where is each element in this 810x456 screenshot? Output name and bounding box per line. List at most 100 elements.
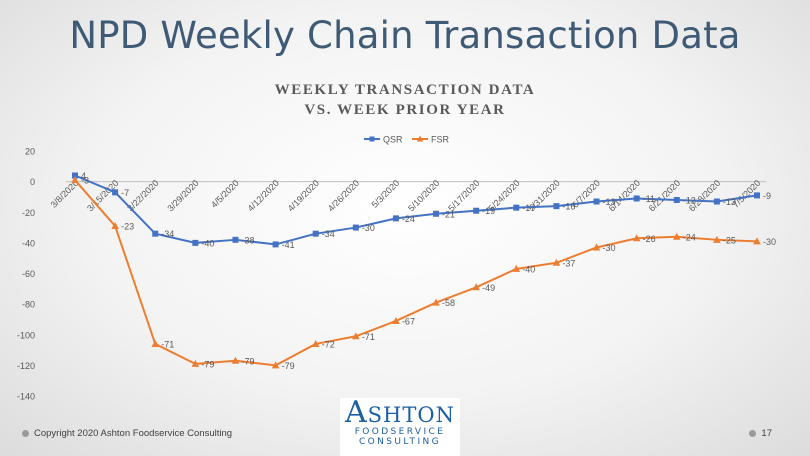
x-tick-label: 4/26/2020	[326, 178, 361, 213]
data-label-fsr: -30	[603, 243, 616, 253]
data-point-qsr	[192, 239, 199, 246]
data-point-qsr	[633, 195, 640, 202]
data-label-fsr: -26	[643, 234, 656, 244]
data-point-fsr	[191, 359, 200, 367]
x-tick-label: 3/15/2020	[85, 178, 120, 213]
y-tick-label: -140	[17, 392, 35, 402]
y-tick-label: -80	[22, 300, 35, 310]
data-label-qsr: -16	[562, 202, 575, 212]
y-tick-label: 20	[25, 147, 35, 157]
data-point-qsr	[513, 204, 520, 211]
ashton-logo: ASHTON FOODSERVICE CONSULTING	[340, 398, 460, 456]
data-label-qsr: -41	[282, 240, 295, 250]
data-point-qsr	[352, 224, 359, 231]
data-point-qsr	[433, 210, 440, 217]
data-point-qsr	[673, 197, 680, 203]
data-point-fsr	[352, 332, 360, 340]
data-label-fsr: -25	[723, 235, 736, 245]
legend-marker-qsr	[369, 136, 375, 142]
footer-copyright: Copyright 2020 Ashton Foodservice Consul…	[34, 428, 233, 439]
data-point-qsr	[72, 172, 78, 179]
bullet-dot-icon	[22, 430, 29, 437]
data-point-qsr	[754, 192, 760, 199]
data-point-fsr	[71, 176, 79, 184]
y-tick-label: 0	[30, 177, 35, 187]
data-label-fsr: -30	[763, 237, 776, 247]
y-tick-label: -20	[22, 208, 35, 218]
data-label-qsr: -34	[322, 229, 335, 239]
logo-line2: CONSULTING	[358, 437, 442, 447]
data-point-qsr	[713, 198, 720, 205]
data-label-fsr: -37	[562, 258, 575, 268]
data-label-qsr: -19	[482, 206, 495, 216]
legend-label-qsr: QSR	[383, 135, 403, 145]
data-label-qsr: -13	[603, 197, 616, 207]
chart-title-line1: WEEKLY TRANSACTION DATA	[274, 82, 536, 98]
data-point-fsr	[111, 222, 119, 230]
data-point-fsr	[271, 361, 280, 369]
data-point-fsr	[472, 283, 480, 291]
data-point-fsr	[432, 298, 440, 306]
data-point-fsr	[231, 356, 240, 364]
page-number: 17	[749, 428, 772, 439]
data-point-qsr	[272, 241, 279, 248]
page-number-text: 17	[761, 428, 772, 439]
data-point-qsr	[112, 189, 119, 196]
logo-wordmark: ASHTON	[340, 398, 460, 428]
data-label-fsr: -67	[402, 316, 415, 326]
legend-label-fsr: FSR	[431, 135, 450, 145]
data-point-fsr	[753, 237, 761, 245]
data-label-qsr: -38	[241, 235, 254, 245]
data-label-qsr: -21	[442, 209, 455, 219]
x-tick-label: 4/5/2020	[209, 178, 241, 210]
series-line-qsr	[74, 174, 758, 246]
chart-title: WEEKLY TRANSACTION DATA VS. WEEK PRIOR Y…	[0, 80, 810, 120]
data-point-qsr	[232, 236, 239, 243]
x-tick-label: 3/29/2020	[165, 178, 200, 213]
data-label-qsr: -7	[121, 188, 129, 198]
x-tick-label: 5/10/2020	[406, 178, 441, 213]
data-point-qsr	[152, 230, 159, 237]
data-label-fsr: -79	[282, 361, 295, 371]
data-point-fsr	[512, 264, 521, 272]
data-label-fsr: -49	[482, 283, 495, 293]
data-point-qsr	[593, 198, 600, 205]
logo-initial: A	[345, 395, 368, 430]
chart-title-line2: VS. WEEK PRIOR YEAR	[304, 102, 506, 118]
data-label-fsr: -71	[362, 332, 375, 342]
data-point-fsr	[672, 232, 681, 240]
data-label-qsr: -24	[402, 214, 415, 224]
data-label-qsr: -30	[362, 223, 375, 233]
data-label-fsr: -40	[522, 264, 535, 274]
logo-rest: SHTON	[367, 403, 455, 427]
data-point-qsr	[392, 215, 399, 222]
y-tick-label: -120	[17, 361, 35, 371]
legend-marker-fsr	[416, 135, 424, 142]
data-label-fsr: -79	[201, 359, 214, 369]
data-label-qsr: -12	[683, 196, 696, 206]
data-label-fsr: -72	[322, 339, 335, 349]
data-label-qsr: -40	[201, 238, 214, 248]
data-label-fsr: -71	[161, 339, 174, 349]
data-label-qsr: 4	[81, 171, 86, 181]
data-label-fsr: -23	[121, 222, 134, 232]
data-point-qsr	[553, 203, 560, 210]
data-point-qsr	[312, 230, 319, 237]
data-label-fsr: -3	[81, 176, 89, 186]
data-point-fsr	[392, 316, 400, 324]
footer: Copyright 2020 Ashton Foodservice Consul…	[22, 428, 232, 439]
data-label-qsr: -11	[643, 194, 655, 204]
data-point-fsr	[713, 235, 721, 243]
data-label-fsr: -24	[683, 232, 696, 242]
slide-title: NPD Weekly Chain Transaction Data	[69, 14, 741, 57]
data-label-fsr: -58	[442, 298, 455, 308]
y-tick-label: -60	[22, 269, 35, 279]
data-point-qsr	[473, 207, 480, 214]
x-tick-label: 5/3/2020	[370, 178, 402, 210]
data-point-fsr	[311, 339, 320, 347]
data-label-qsr: -17	[522, 203, 535, 213]
data-label-qsr: -13	[723, 197, 736, 207]
logo-line1: FOODSERVICE	[354, 427, 446, 437]
x-tick-label: 4/19/2020	[286, 178, 321, 213]
x-tick-label: 4/12/2020	[246, 178, 281, 213]
